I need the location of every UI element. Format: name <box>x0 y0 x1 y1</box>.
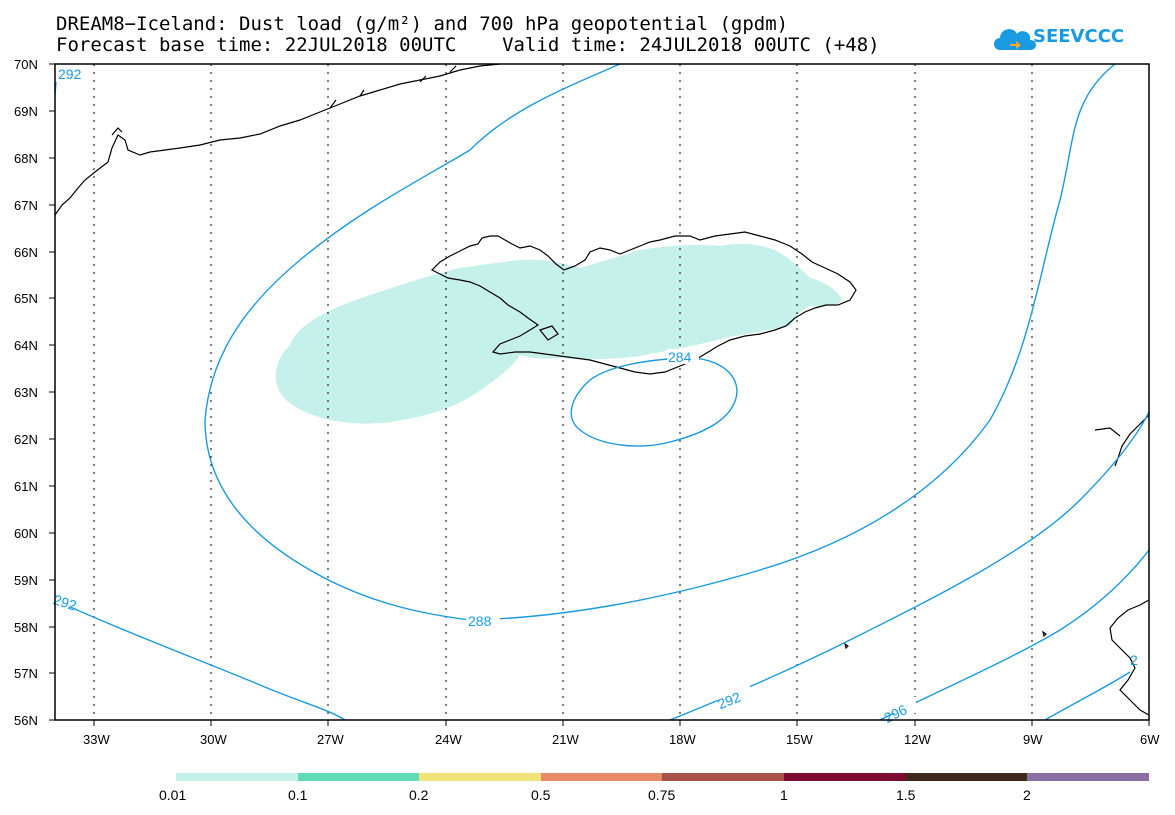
legend-label: 2 <box>1023 787 1031 803</box>
lat-label: 59N <box>14 573 38 588</box>
contour-label: 292 <box>51 591 78 614</box>
seevccc-logo-text: SEEVCCC <box>1033 26 1125 47</box>
lon-label: 27W <box>317 732 344 747</box>
lat-label: 56N <box>14 713 38 728</box>
legend-label: 0.5 <box>531 787 551 803</box>
lon-label: 9W <box>1023 732 1043 747</box>
map-title-line2: Forecast base time: 22JUL2018 00UTC Vali… <box>56 34 880 56</box>
legend-label: 1.5 <box>896 787 916 803</box>
legend-swatch <box>176 773 298 781</box>
lat-label: 63N <box>14 385 38 400</box>
legend-label: 0.01 <box>159 787 186 803</box>
lon-label: 18W <box>669 732 696 747</box>
legend-labels: 0.01 0.1 0.2 0.5 0.75 1 1.5 2 <box>159 787 1031 803</box>
legend-swatch <box>419 773 541 781</box>
lon-label: 15W <box>786 732 813 747</box>
lat-label: 64N <box>14 338 38 353</box>
lat-label: 61N <box>14 479 38 494</box>
lon-label: 6W <box>1140 732 1160 747</box>
lat-label: 68N <box>14 151 38 166</box>
lat-label: 66N <box>14 245 38 260</box>
seevccc-cloud-logo-icon <box>994 29 1036 50</box>
geopotential-contours <box>55 64 1149 720</box>
contour-label: 288 <box>468 613 492 629</box>
lon-label: 21W <box>552 732 579 747</box>
contour-label: 284 <box>668 349 692 365</box>
map-title-line1: DREAM8−Iceland: Dust load (g/m²) and 700… <box>56 13 789 35</box>
lat-label: 70N <box>14 57 38 72</box>
contour-label: 292 <box>58 66 82 82</box>
lon-label: 30W <box>200 732 227 747</box>
lat-label: 62N <box>14 432 38 447</box>
legend-label: 0.75 <box>648 787 675 803</box>
latitude-labels: 70N 69N 68N 67N 66N 65N 64N 63N 62N 61N … <box>14 57 38 728</box>
lon-label: 24W <box>435 732 462 747</box>
legend-label: 0.2 <box>409 787 429 803</box>
legend-swatch <box>784 773 906 781</box>
map-frame <box>54 63 1150 721</box>
lat-label: 67N <box>14 198 38 213</box>
legend-swatch <box>298 773 419 781</box>
longitude-labels: 33W 30W 27W 24W 21W 18W 15W 12W 9W 6W <box>83 732 1160 747</box>
legend-label: 1 <box>780 787 788 803</box>
axis-ticks <box>49 63 1150 726</box>
lon-label: 12W <box>904 732 931 747</box>
dust-legend-colorbar <box>176 773 1149 781</box>
lat-label: 69N <box>14 104 38 119</box>
legend-swatch <box>541 773 662 781</box>
coastlines <box>55 64 1149 716</box>
lat-label: 60N <box>14 526 38 541</box>
dust-load-shading <box>275 243 843 424</box>
legend-swatch <box>1027 773 1149 781</box>
lat-label: 65N <box>14 291 38 306</box>
lon-label: 33W <box>83 732 110 747</box>
legend-label: 0.1 <box>288 787 308 803</box>
legend-swatch <box>906 773 1027 781</box>
legend-swatch <box>662 773 784 781</box>
graticule-grid <box>93 64 1033 720</box>
contour-label: 2 <box>1130 652 1138 668</box>
lat-label: 57N <box>14 666 38 681</box>
lat-label: 58N <box>14 620 38 635</box>
